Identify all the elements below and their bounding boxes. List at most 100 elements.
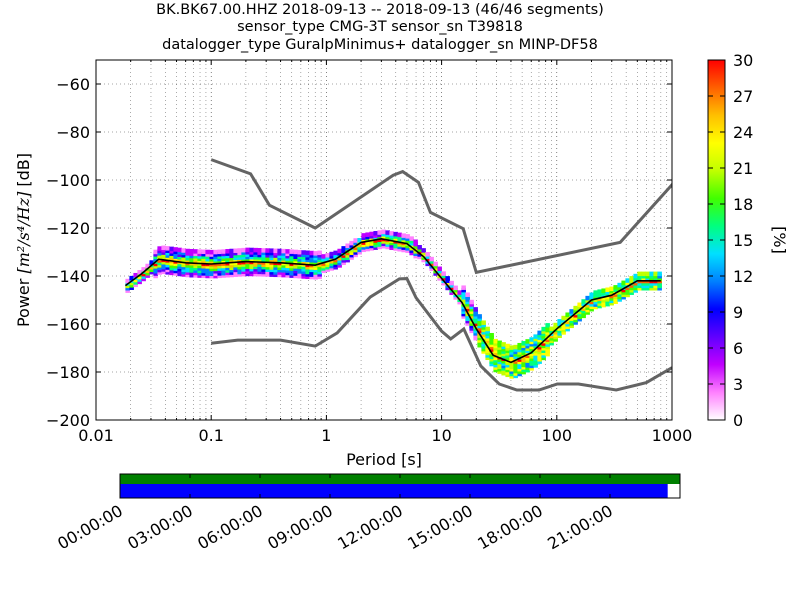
density-cell <box>629 290 634 295</box>
density-cell <box>209 252 214 257</box>
density-cell <box>221 254 226 259</box>
density-cell <box>497 359 502 365</box>
density-cell <box>357 242 362 248</box>
y-tick-label: −100 <box>46 171 90 190</box>
density-cell <box>361 233 366 238</box>
density-cell <box>577 312 582 317</box>
density-cell <box>429 259 434 264</box>
density-cell <box>253 252 258 258</box>
density-cell <box>237 248 242 253</box>
colorbar-tick-label: 12 <box>733 267 753 286</box>
density-cell <box>521 341 526 346</box>
density-cell <box>493 358 498 363</box>
density-cell <box>261 262 266 268</box>
density-cell <box>129 275 134 281</box>
density-cell <box>457 292 462 298</box>
density-cell <box>505 370 510 375</box>
density-cell <box>597 298 602 304</box>
timeline-row-availability <box>120 474 680 484</box>
chart-title-line-2: sensor_type CMG-3T sensor_sn T39818 <box>237 19 523 35</box>
density-cell <box>229 267 234 273</box>
density-cell <box>381 229 386 235</box>
density-cell <box>253 271 258 277</box>
density-cell <box>497 350 502 355</box>
density-cell <box>481 322 486 328</box>
density-cell <box>333 257 338 263</box>
density-cell <box>489 347 494 352</box>
density-cell <box>125 278 130 284</box>
density-cell <box>189 258 194 264</box>
density-cell <box>573 315 578 320</box>
density-cell <box>221 268 226 273</box>
density-cell <box>209 254 214 260</box>
density-cell <box>329 261 334 266</box>
density-cell <box>345 257 350 263</box>
density-cell <box>441 273 446 279</box>
density-cell <box>249 269 254 274</box>
density-cell <box>361 242 366 248</box>
density-cell <box>217 256 222 262</box>
density-cell <box>253 250 258 255</box>
density-cell <box>537 347 542 352</box>
density-cell <box>517 342 522 348</box>
density-cell <box>397 237 402 242</box>
density-cell <box>285 273 290 278</box>
density-cell <box>301 274 306 279</box>
density-cell <box>521 350 526 356</box>
density-cell <box>477 323 482 329</box>
density-cell <box>521 369 526 375</box>
density-cell <box>533 348 538 354</box>
x-tick-label: 10 <box>431 426 451 445</box>
density-cell <box>441 271 446 276</box>
density-cell <box>405 248 410 254</box>
density-cell <box>369 246 374 251</box>
density-cell <box>389 235 394 241</box>
density-cell <box>285 258 290 264</box>
density-cell <box>233 270 238 275</box>
density-cell <box>429 266 434 271</box>
density-cell <box>477 335 482 341</box>
timeline-row-segments <box>120 484 668 498</box>
density-cell <box>257 269 262 275</box>
density-cell <box>529 363 534 369</box>
density-cell <box>461 309 466 314</box>
density-cell <box>337 258 342 263</box>
density-cell <box>409 238 414 244</box>
density-cell <box>625 285 630 291</box>
density-cell <box>545 347 550 352</box>
timeline-tick-label: 12:00:00 <box>334 501 406 553</box>
density-cell <box>161 259 166 265</box>
density-cell <box>413 246 418 252</box>
density-cell <box>305 260 310 265</box>
density-cell <box>313 267 318 273</box>
density-cell <box>249 247 254 253</box>
density-cell <box>249 262 254 267</box>
density-cell <box>489 354 494 360</box>
density-cell <box>257 250 262 255</box>
density-cell <box>609 291 614 296</box>
density-cell <box>449 290 454 295</box>
density-cell <box>329 251 334 257</box>
density-cell <box>149 267 154 273</box>
density-cell <box>553 325 558 330</box>
density-cell <box>285 270 290 276</box>
density-cell <box>545 344 550 350</box>
density-cell <box>497 352 502 358</box>
density-cell <box>161 252 166 258</box>
density-cell <box>225 256 230 261</box>
density-cell <box>417 249 422 255</box>
density-cell <box>237 264 242 270</box>
density-cell <box>569 316 574 321</box>
density-cell <box>497 345 502 350</box>
density-cell <box>381 234 386 239</box>
density-cell <box>281 263 286 268</box>
density-cell <box>609 296 614 301</box>
density-cell <box>473 335 478 341</box>
density-cell <box>517 345 522 350</box>
density-cell <box>409 248 414 253</box>
density-cell <box>537 345 542 350</box>
density-cell <box>481 346 486 352</box>
density-cell <box>313 253 318 258</box>
density-cell <box>185 272 190 278</box>
density-cell <box>301 267 306 272</box>
